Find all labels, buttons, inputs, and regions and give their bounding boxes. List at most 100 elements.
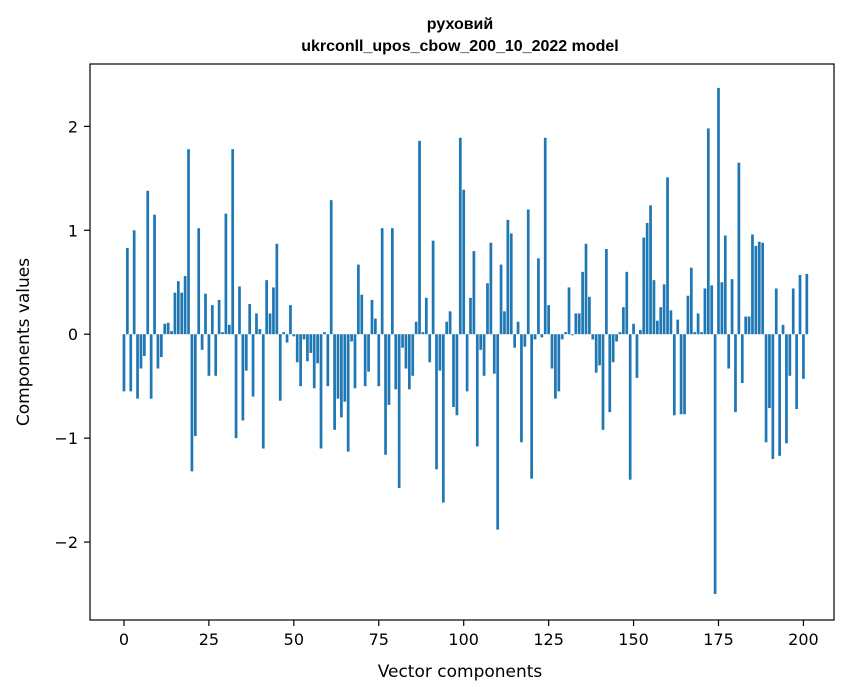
chart-title: руховий — [427, 16, 493, 33]
bar-130 — [564, 332, 567, 335]
bar-157 — [655, 320, 659, 335]
bar-140 — [598, 334, 601, 366]
bar-196 — [788, 334, 792, 376]
bar-31 — [227, 324, 231, 335]
bar-38 — [251, 334, 255, 397]
bar-80 — [394, 334, 398, 390]
bar-143 — [608, 334, 612, 413]
bar-48 — [285, 334, 289, 343]
bar-26 — [210, 305, 214, 335]
bar-81 — [397, 334, 401, 489]
bar-151 — [635, 334, 639, 378]
bar-10 — [156, 334, 160, 369]
bar-155 — [649, 205, 652, 335]
bar-118 — [523, 334, 527, 347]
bar-131 — [567, 287, 571, 335]
bar-156 — [652, 280, 656, 335]
bar-75 — [377, 334, 381, 387]
bar-34 — [238, 286, 241, 335]
bar-17 — [180, 292, 184, 335]
bar-193 — [778, 334, 781, 456]
bar-187 — [757, 241, 761, 335]
bar-64 — [340, 334, 343, 418]
bar-146 — [618, 332, 622, 335]
bar-106 — [482, 334, 486, 376]
y-tick-label: −2 — [54, 533, 78, 552]
bar-95 — [445, 321, 449, 335]
bar-122 — [537, 258, 540, 335]
bar-160 — [666, 177, 669, 335]
bar-24 — [204, 293, 207, 335]
bar-22 — [197, 228, 201, 335]
bar-198 — [795, 334, 798, 410]
bar-45 — [275, 243, 279, 335]
bar-179 — [730, 279, 734, 335]
bar-2 — [129, 334, 133, 392]
bar-124 — [543, 137, 547, 335]
bar-186 — [754, 245, 758, 335]
bar-78 — [387, 334, 391, 405]
bar-115 — [513, 334, 517, 348]
bar-51 — [295, 334, 299, 363]
bar-103 — [472, 251, 476, 335]
bar-76 — [380, 228, 384, 335]
bar-93 — [438, 334, 442, 371]
bar-9 — [153, 214, 156, 335]
bar-165 — [683, 334, 686, 415]
bar-73 — [370, 299, 374, 335]
bar-141 — [601, 334, 605, 430]
bar-114 — [509, 233, 513, 335]
y-axis: −2 −1 0 1 2 — [54, 117, 90, 552]
bar-110 — [496, 334, 500, 530]
x-tick-label: 50 — [284, 630, 304, 649]
bar-58 — [319, 334, 323, 449]
bar-138 — [591, 334, 595, 340]
bar-89 — [424, 297, 428, 335]
bar-21 — [193, 334, 197, 437]
bar-57 — [316, 334, 319, 364]
bar-47 — [282, 332, 285, 335]
bar-65 — [343, 334, 347, 402]
bar-42 — [265, 280, 269, 335]
x-tick-label: 200 — [788, 630, 819, 649]
bar-72 — [367, 334, 370, 372]
bar-105 — [479, 334, 483, 350]
bar-8 — [149, 334, 153, 399]
bar-185 — [751, 234, 754, 335]
bar-12 — [163, 323, 167, 335]
bar-111 — [499, 264, 503, 335]
bar-52 — [299, 334, 302, 387]
bar-191 — [771, 334, 775, 459]
bar-123 — [540, 334, 544, 338]
bar-168 — [693, 332, 697, 335]
bar-153 — [642, 237, 646, 335]
bar-173 — [710, 285, 714, 335]
bar-126 — [550, 334, 554, 369]
bar-88 — [421, 332, 425, 335]
bar-162 — [672, 334, 676, 416]
bar-132 — [571, 334, 574, 336]
bar-96 — [448, 311, 452, 335]
bar-194 — [781, 324, 785, 335]
bar-13 — [166, 322, 170, 335]
bar-77 — [384, 334, 387, 455]
bar-68 — [353, 334, 357, 389]
bar-164 — [679, 334, 683, 415]
bar-149 — [628, 334, 632, 480]
y-tick-label: −1 — [54, 429, 78, 448]
bar-170 — [700, 332, 703, 335]
bar-125 — [547, 305, 550, 335]
bar-3 — [132, 230, 136, 335]
bar-135 — [581, 271, 584, 335]
bar-189 — [764, 334, 768, 443]
bar-176 — [720, 282, 724, 335]
bar-200 — [802, 334, 805, 379]
bar-16 — [176, 281, 180, 335]
bar-183 — [744, 316, 748, 335]
plot-area-frame — [89, 63, 835, 621]
bar-184 — [747, 316, 751, 335]
bar-56 — [312, 334, 316, 389]
bar-161 — [669, 310, 673, 335]
x-tick-label: 25 — [199, 630, 219, 649]
bar-127 — [554, 334, 557, 399]
